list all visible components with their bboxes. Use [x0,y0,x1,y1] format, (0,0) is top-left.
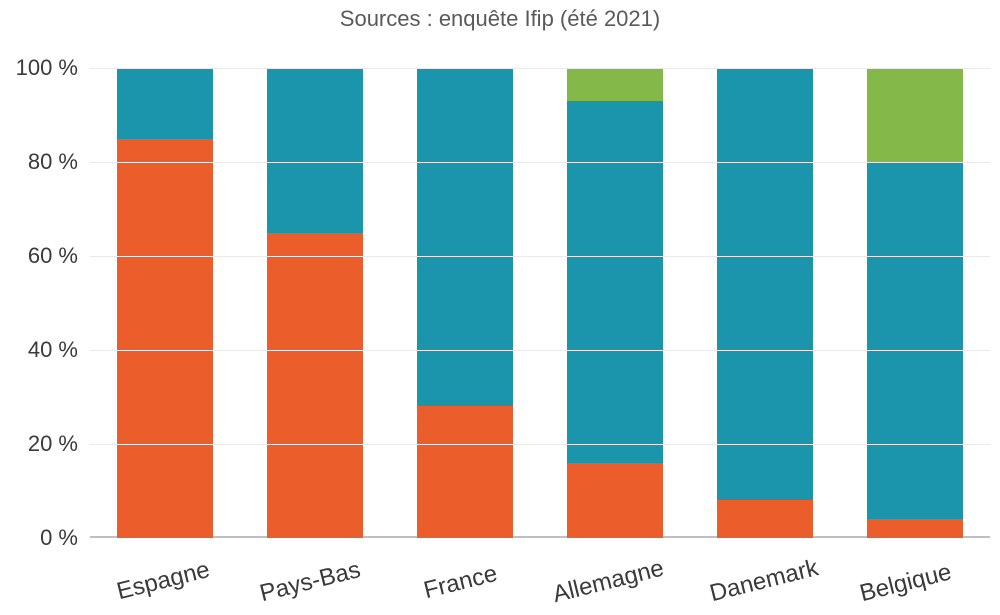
bar-segment-series-teal [717,68,813,500]
bar-slot [540,68,690,538]
bar-segment-series-teal [417,68,513,406]
bar [117,68,213,538]
x-tick-label: France [421,559,500,604]
x-tick-label: Danemark [707,554,821,608]
y-tick-label: 40 % [0,337,78,363]
x-tick-label: Allemagne [550,555,667,610]
bar [867,68,963,538]
bar-slot [240,68,390,538]
bar-segment-series-teal [117,68,213,139]
x-tick-container: Espagne Pays-Bas France Allemagne Danemark Be… [90,540,990,610]
bar-segment-series-green [567,68,663,101]
grid-line [90,68,990,69]
grid-line [90,350,990,351]
grid-line [90,162,990,163]
bar [567,68,663,538]
bar-segment-series-orange [867,519,963,538]
bar-segment-series-orange [567,463,663,538]
x-tick-label: Espagne [114,556,213,606]
bar-slot [390,68,540,538]
bar-segment-series-orange [267,233,363,539]
bar-slot [690,68,840,538]
y-tick-label: 60 % [0,243,78,269]
bar-segment-series-orange [717,500,813,538]
y-tick-label: 80 % [0,149,78,175]
bar-segment-series-teal [567,101,663,463]
bar-segment-series-teal [867,162,963,519]
bar-slot [90,68,240,538]
bars-container [90,68,990,538]
y-tick-label: 0 % [0,525,78,551]
y-tick-label: 20 % [0,431,78,457]
bar-segment-series-teal [267,68,363,233]
chart-title: Sources : enquête Ifip (été 2021) [0,6,1000,32]
chart-area [0,68,1000,538]
bar [267,68,363,538]
bar-segment-series-orange [417,406,513,538]
bar-segment-series-green [867,68,963,162]
grid-line [90,444,990,445]
bar-slot [840,68,990,538]
x-tick-label: Belgique [857,558,954,608]
x-tick-label: Pays-Bas [257,556,363,608]
bar [417,68,513,538]
bar-segment-series-orange [117,139,213,539]
bar [717,68,813,538]
grid-line [90,256,990,257]
y-tick-label: 100 % [0,55,78,81]
plot-area [90,68,990,538]
